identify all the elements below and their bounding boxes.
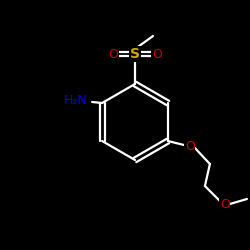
- Text: H₂N: H₂N: [64, 94, 88, 108]
- Text: O: O: [185, 140, 195, 152]
- Text: O: O: [220, 198, 230, 210]
- Text: S: S: [130, 47, 140, 61]
- Text: O: O: [108, 48, 118, 60]
- Text: O: O: [152, 48, 162, 60]
